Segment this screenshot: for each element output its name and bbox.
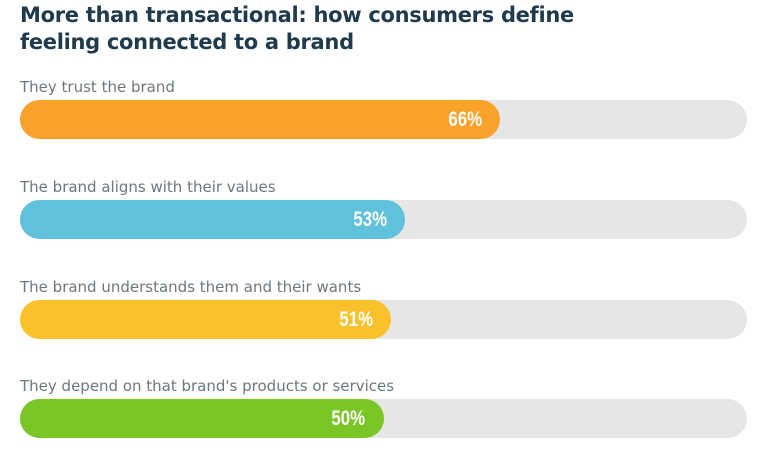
bar-row: The brand aligns with their values 53% (20, 178, 747, 258)
category-label: They depend on that brand's products or … (20, 377, 395, 395)
bar: 51% (20, 300, 391, 339)
bar-row: The brand understands them and their wan… (20, 278, 747, 358)
category-label: They trust the brand (20, 78, 175, 96)
data-label: 66% (448, 108, 482, 131)
bar-track: 51% (20, 300, 747, 339)
data-label: 53% (353, 208, 388, 231)
data-label: 50% (331, 407, 366, 430)
bar-track: 50% (20, 399, 747, 438)
bar: 50% (20, 399, 384, 438)
bar-track: 53% (20, 200, 747, 239)
bar-track: 66% (20, 100, 747, 139)
data-label: 51% (339, 308, 373, 331)
category-label: The brand understands them and their wan… (20, 278, 362, 296)
bar: 53% (20, 200, 406, 239)
bar-row: They depend on that brand's products or … (20, 377, 747, 457)
category-label: The brand aligns with their values (20, 178, 276, 196)
chart-title: More than transactional: how consumers d… (20, 3, 574, 54)
bar: 66% (20, 100, 500, 139)
bar-row: They trust the brand 66% (20, 78, 747, 158)
